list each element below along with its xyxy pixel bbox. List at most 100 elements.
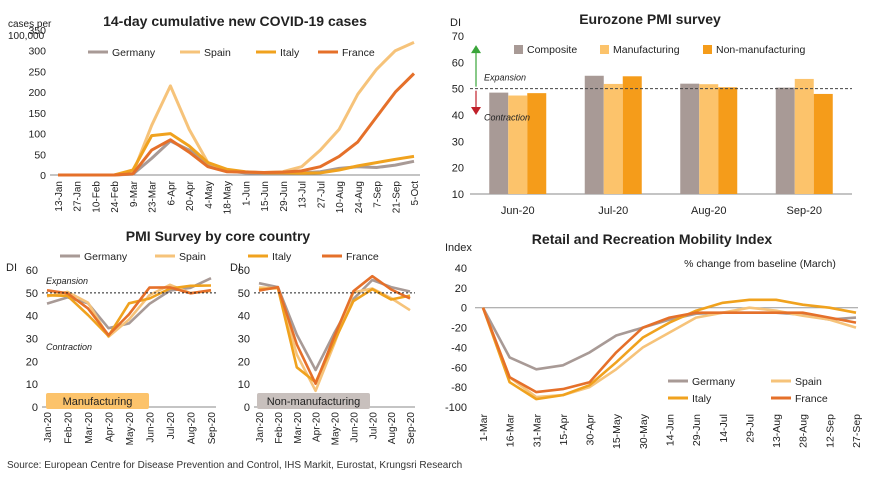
pmi-bar-category-label: Jul-20 — [598, 205, 628, 217]
pmi-country-xtick-label: Jan-20 — [43, 412, 54, 443]
covid-ytick-label: 250 — [28, 66, 46, 78]
mobility-xtick-label: 31-Mar — [531, 414, 543, 448]
covid-ytick-label: 350 — [28, 25, 46, 37]
covid-xtick-label: 18-May — [223, 181, 234, 214]
pmi-bar-legend-composite: Composite — [527, 44, 577, 56]
pmi-bar-non-manufacturing-sep-20 — [813, 93, 833, 194]
mobility-series-spain — [481, 306, 857, 399]
pmi-country-ytick-label: 0 — [244, 402, 250, 414]
mobility-xtick-label: 28-Aug — [798, 414, 810, 448]
pmi-bar-legend-swatch — [703, 45, 712, 54]
mobility-ytick-label: 20 — [455, 283, 467, 295]
covid-legend-germany: Germany — [112, 47, 156, 59]
pmi-bar-title: Eurozone PMI survey — [579, 11, 721, 27]
covid-series-spain — [58, 41, 415, 177]
covid-xtick-label: 27-Jan — [73, 181, 84, 212]
pmi-country-ytick-label: 50 — [26, 288, 38, 300]
pmi-bar-composite-sep-20 — [775, 87, 795, 194]
pmi-country-ylabel: DI — [230, 262, 241, 274]
pmi-bar-ytick-label: 50 — [452, 84, 464, 96]
pmi-country-badge-bg — [257, 393, 370, 409]
pmi-bar-composite-jun-20 — [489, 92, 509, 194]
pmi-country-legend-france: France — [346, 251, 379, 263]
pmi-country-xtick-label: Jun-20 — [146, 412, 157, 443]
pmi-country-xtick-label: May-20 — [125, 412, 136, 446]
mobility-xtick-label: 15-May — [611, 413, 623, 449]
covid-xtick-label: 20-Apr — [185, 180, 196, 211]
pmi-country-ytick-label: 20 — [238, 356, 250, 368]
pmi-country-xtick-label: Apr-20 — [105, 412, 116, 442]
mobility-legend-germany: Germany — [692, 376, 736, 388]
pmi-country-xtick-label: Jul-20 — [368, 412, 379, 440]
covid-ytick-label: 150 — [28, 108, 46, 120]
covid-legend-italy: Italy — [280, 47, 300, 59]
covid-legend-france: France — [342, 47, 375, 59]
pmi-country-ytick-label: 10 — [26, 379, 38, 391]
mobility-legend-france: France — [795, 393, 828, 405]
pmi-bar-category-label: Aug-20 — [691, 205, 726, 217]
pmi-country-title: PMI Survey by core country — [126, 228, 311, 244]
pmi-bar-manufacturing-aug-20 — [699, 84, 719, 194]
covid-xtick-label: 23-Mar — [148, 180, 159, 212]
covid-ylabel-2: 100,000 — [8, 31, 45, 42]
pmi-bar-category-label: Sep-20 — [787, 205, 822, 217]
pmi-country-xtick-label: Sep-20 — [406, 412, 417, 445]
pmi-country-series-germany — [258, 278, 411, 372]
covid-ytick-label: 200 — [28, 87, 46, 99]
pmi-bar-contraction-label: Contraction — [484, 113, 530, 123]
pmi-country-xtick-label: Feb-20 — [64, 412, 75, 444]
source-note: Source: European Centre for Disease Prev… — [7, 460, 463, 471]
covid-ytick-label: 100 — [28, 129, 46, 141]
pmi-bar-ytick-label: 10 — [452, 189, 464, 201]
pmi-bar-manufacturing-jun-20 — [508, 95, 528, 194]
pmi-bar-composite-aug-20 — [680, 83, 700, 194]
pmi-bar-ytick-label: 40 — [452, 110, 464, 122]
pmi-country-xtick-label: Jun-20 — [349, 412, 360, 443]
covid-xtick-label: 6-Apr — [166, 180, 177, 205]
pmi-country-badge-bg — [46, 393, 149, 409]
mobility-ytick-label: -20 — [451, 323, 467, 335]
mobility-xtick-label: 16-Mar — [505, 414, 517, 448]
mobility-xtick-label: 12-Sep — [824, 414, 836, 448]
covid-xtick-label: 15-Jun — [260, 181, 271, 212]
pmi-country-ytick-label: 40 — [26, 311, 38, 323]
covid-xtick-label: 4-May — [204, 181, 215, 209]
pmi-country-ytick-label: 50 — [238, 288, 250, 300]
mobility-title: Retail and Recreation Mobility Index — [532, 231, 773, 247]
mobility-xtick-label: 14-Jun — [665, 414, 677, 446]
mobility-ylabel: Index — [445, 242, 472, 254]
pmi-bar-non-manufacturing-jul-20 — [622, 76, 642, 194]
mobility-ytick-label: 40 — [455, 263, 467, 275]
covid-xtick-label: 7-Sep — [373, 181, 384, 208]
pmi-country-expansion-label: Expansion — [46, 276, 88, 286]
pmi-country-series-italy — [258, 286, 411, 384]
pmi-bar-expansion-label: Expansion — [484, 73, 526, 83]
covid-xtick-label: 24-Aug — [354, 181, 365, 213]
pmi-bar-non-manufacturing-aug-20 — [718, 87, 738, 194]
covid-xtick-label: 5-Oct — [410, 181, 421, 206]
pmi-bar-legend-swatch — [600, 45, 609, 54]
covid-xtick-label: 13-Jan — [54, 181, 65, 212]
mobility-legend-italy: Italy — [692, 393, 712, 405]
pmi-country-ytick-label: 60 — [238, 265, 250, 277]
pmi-country-xtick-label: Apr-20 — [312, 412, 323, 442]
pmi-bar-non-manufacturing-jun-20 — [527, 93, 547, 194]
pmi-country-xtick-label: Jan-20 — [255, 412, 266, 443]
pmi-bar-ytick-label: 30 — [452, 136, 464, 148]
pmi-country-xtick-label: May-20 — [331, 412, 342, 446]
pmi-bar-manufacturing-sep-20 — [794, 78, 814, 194]
covid-chart-title: 14-day cumulative new COVID-19 cases — [103, 13, 367, 29]
mobility-xtick-label: 29-Jul — [744, 414, 756, 443]
covid-ytick-label: 0 — [40, 170, 46, 182]
covid-ytick-label: 50 — [34, 149, 46, 161]
pmi-country-legend-italy: Italy — [272, 251, 292, 263]
pmi-country-series-france — [258, 274, 411, 386]
mobility-xtick-label: 27-Sep — [851, 414, 863, 448]
mobility-ytick-label: -40 — [451, 342, 467, 354]
pmi-country-badge-label: Non-manufacturing — [267, 396, 361, 408]
down-arrow-icon — [471, 107, 481, 115]
pmi-country-legend-germany: Germany — [84, 251, 128, 263]
pmi-country-xtick-label: Mar-20 — [293, 412, 304, 444]
pmi-country-xtick-label: Aug-20 — [187, 412, 198, 445]
pmi-bar-legend-manufacturing: Manufacturing — [613, 44, 680, 56]
